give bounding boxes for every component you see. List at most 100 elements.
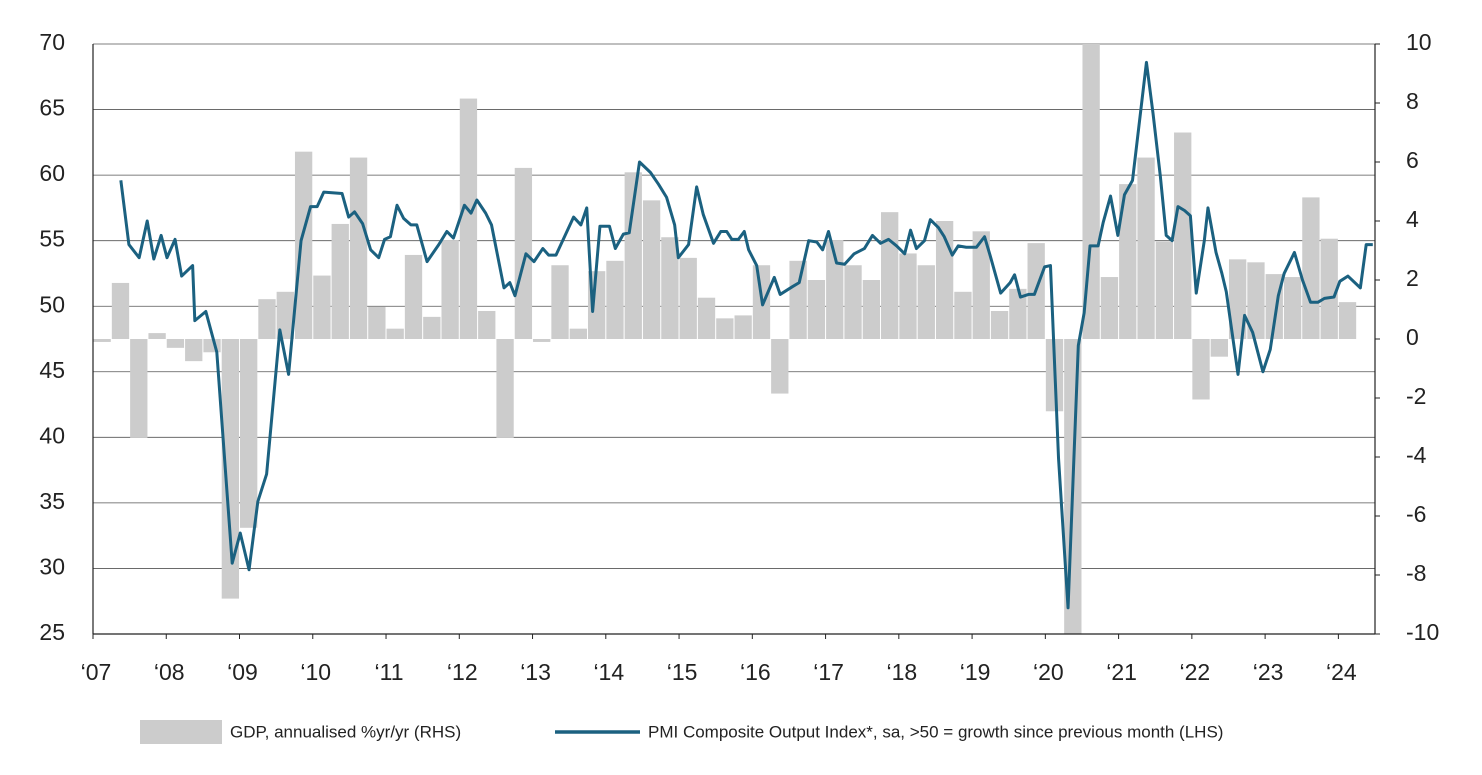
bar xyxy=(881,212,899,339)
bar xyxy=(569,328,587,339)
bar xyxy=(533,339,551,342)
bar xyxy=(1338,302,1357,339)
y-tick-label: 55 xyxy=(39,226,65,252)
x-tick-label: ‘22 xyxy=(1180,659,1211,685)
bar xyxy=(258,299,276,339)
bar xyxy=(221,339,240,599)
bar xyxy=(423,316,441,339)
bar xyxy=(771,339,789,394)
x-tick-label: ‘12 xyxy=(447,659,478,685)
y-tick-label: 30 xyxy=(39,554,65,580)
bar xyxy=(661,237,679,339)
bar xyxy=(1192,339,1210,400)
bar xyxy=(166,339,185,348)
y2-tick-label: 0 xyxy=(1406,324,1419,350)
y-tick-label: 25 xyxy=(39,619,65,645)
bar xyxy=(185,339,203,362)
bar xyxy=(1119,184,1137,339)
y2-tick-label: 4 xyxy=(1406,206,1419,232)
y2-tick-label: -6 xyxy=(1406,501,1426,527)
y-tick-label: 45 xyxy=(39,357,65,383)
legend-swatch xyxy=(140,720,222,744)
y2-tick-label: 2 xyxy=(1406,265,1419,291)
bar xyxy=(551,265,569,339)
y2-tick-label: 6 xyxy=(1406,147,1419,173)
bar xyxy=(954,291,972,339)
bar xyxy=(331,223,349,339)
y-tick-label: 35 xyxy=(39,488,65,514)
x-tick-label: ‘09 xyxy=(227,659,258,685)
y-tick-label: 40 xyxy=(39,422,65,448)
x-tick-label: ‘21 xyxy=(1106,659,1137,685)
x-tick-label: ‘18 xyxy=(886,659,917,685)
x-tick-label: ‘16 xyxy=(740,659,771,685)
x-tick-label: ‘15 xyxy=(667,659,698,685)
y2-tick-label: -2 xyxy=(1406,383,1426,409)
bar xyxy=(1137,157,1155,339)
y2-tick-label: 8 xyxy=(1406,88,1419,114)
bar xyxy=(1174,132,1192,339)
y-tick-label: 60 xyxy=(39,160,65,186)
legend-label: PMI Composite Output Index*, sa, >50 = g… xyxy=(648,722,1223,741)
x-tick-label: ‘10 xyxy=(300,659,331,685)
bar xyxy=(844,265,862,339)
bar xyxy=(1228,259,1247,339)
bar xyxy=(240,339,258,528)
bar xyxy=(697,297,716,339)
y2-tick-label: -4 xyxy=(1406,442,1427,468)
bar xyxy=(276,291,294,339)
bar xyxy=(1155,241,1174,339)
x-tick-label: ‘23 xyxy=(1253,659,1284,685)
bar xyxy=(93,339,111,342)
bar xyxy=(496,339,514,438)
tick-labels: 25 30 35 40 45 50 55 60 65 70 -10 -8 -6 -4 -2 0 2 4 6 8 10 ‘0… xyxy=(39,29,1439,685)
bar xyxy=(1302,197,1320,339)
bar xyxy=(679,257,697,339)
bar xyxy=(716,318,734,339)
bar xyxy=(1283,277,1302,339)
line-layer xyxy=(119,60,1373,610)
x-tick-label: ‘13 xyxy=(520,659,551,685)
bar xyxy=(478,310,496,339)
bar xyxy=(606,260,624,339)
x-tick-label: ‘17 xyxy=(813,659,844,685)
line xyxy=(119,60,1373,610)
bar xyxy=(1210,339,1228,357)
bar xyxy=(313,275,331,339)
bar xyxy=(1082,44,1100,339)
y2-tick-label: -8 xyxy=(1406,560,1426,586)
y2-tick-label: -10 xyxy=(1406,619,1439,645)
bar xyxy=(862,280,881,339)
bar xyxy=(1100,277,1119,339)
x-tick-label: ‘07 xyxy=(81,659,112,685)
legend-label: GDP, annualised %yr/yr (RHS) xyxy=(230,722,461,741)
bar xyxy=(917,265,935,339)
bar xyxy=(1247,262,1265,339)
bar xyxy=(368,306,386,339)
bar xyxy=(404,254,423,339)
bar xyxy=(441,240,459,339)
x-tick-label: ‘08 xyxy=(154,659,185,685)
x-tick-label: ‘11 xyxy=(375,659,404,685)
bar xyxy=(899,253,917,339)
bar xyxy=(990,310,1009,339)
bar xyxy=(148,333,166,339)
x-tick-label: ‘24 xyxy=(1326,659,1357,685)
bar xyxy=(624,172,642,339)
y-tick-label: 65 xyxy=(39,95,65,121)
bar xyxy=(203,339,221,353)
x-tick-label: ‘14 xyxy=(593,659,624,685)
y2-tick-label: 10 xyxy=(1406,29,1432,55)
bar xyxy=(514,167,533,339)
y-tick-label: 70 xyxy=(39,29,65,55)
axes xyxy=(92,43,1380,639)
x-tick-label: ‘20 xyxy=(1033,659,1064,685)
bar xyxy=(349,157,368,339)
bar xyxy=(459,98,478,339)
bar xyxy=(111,282,130,339)
bar xyxy=(386,328,404,339)
bar xyxy=(642,200,661,339)
bar xyxy=(972,231,990,339)
bar xyxy=(789,260,807,339)
